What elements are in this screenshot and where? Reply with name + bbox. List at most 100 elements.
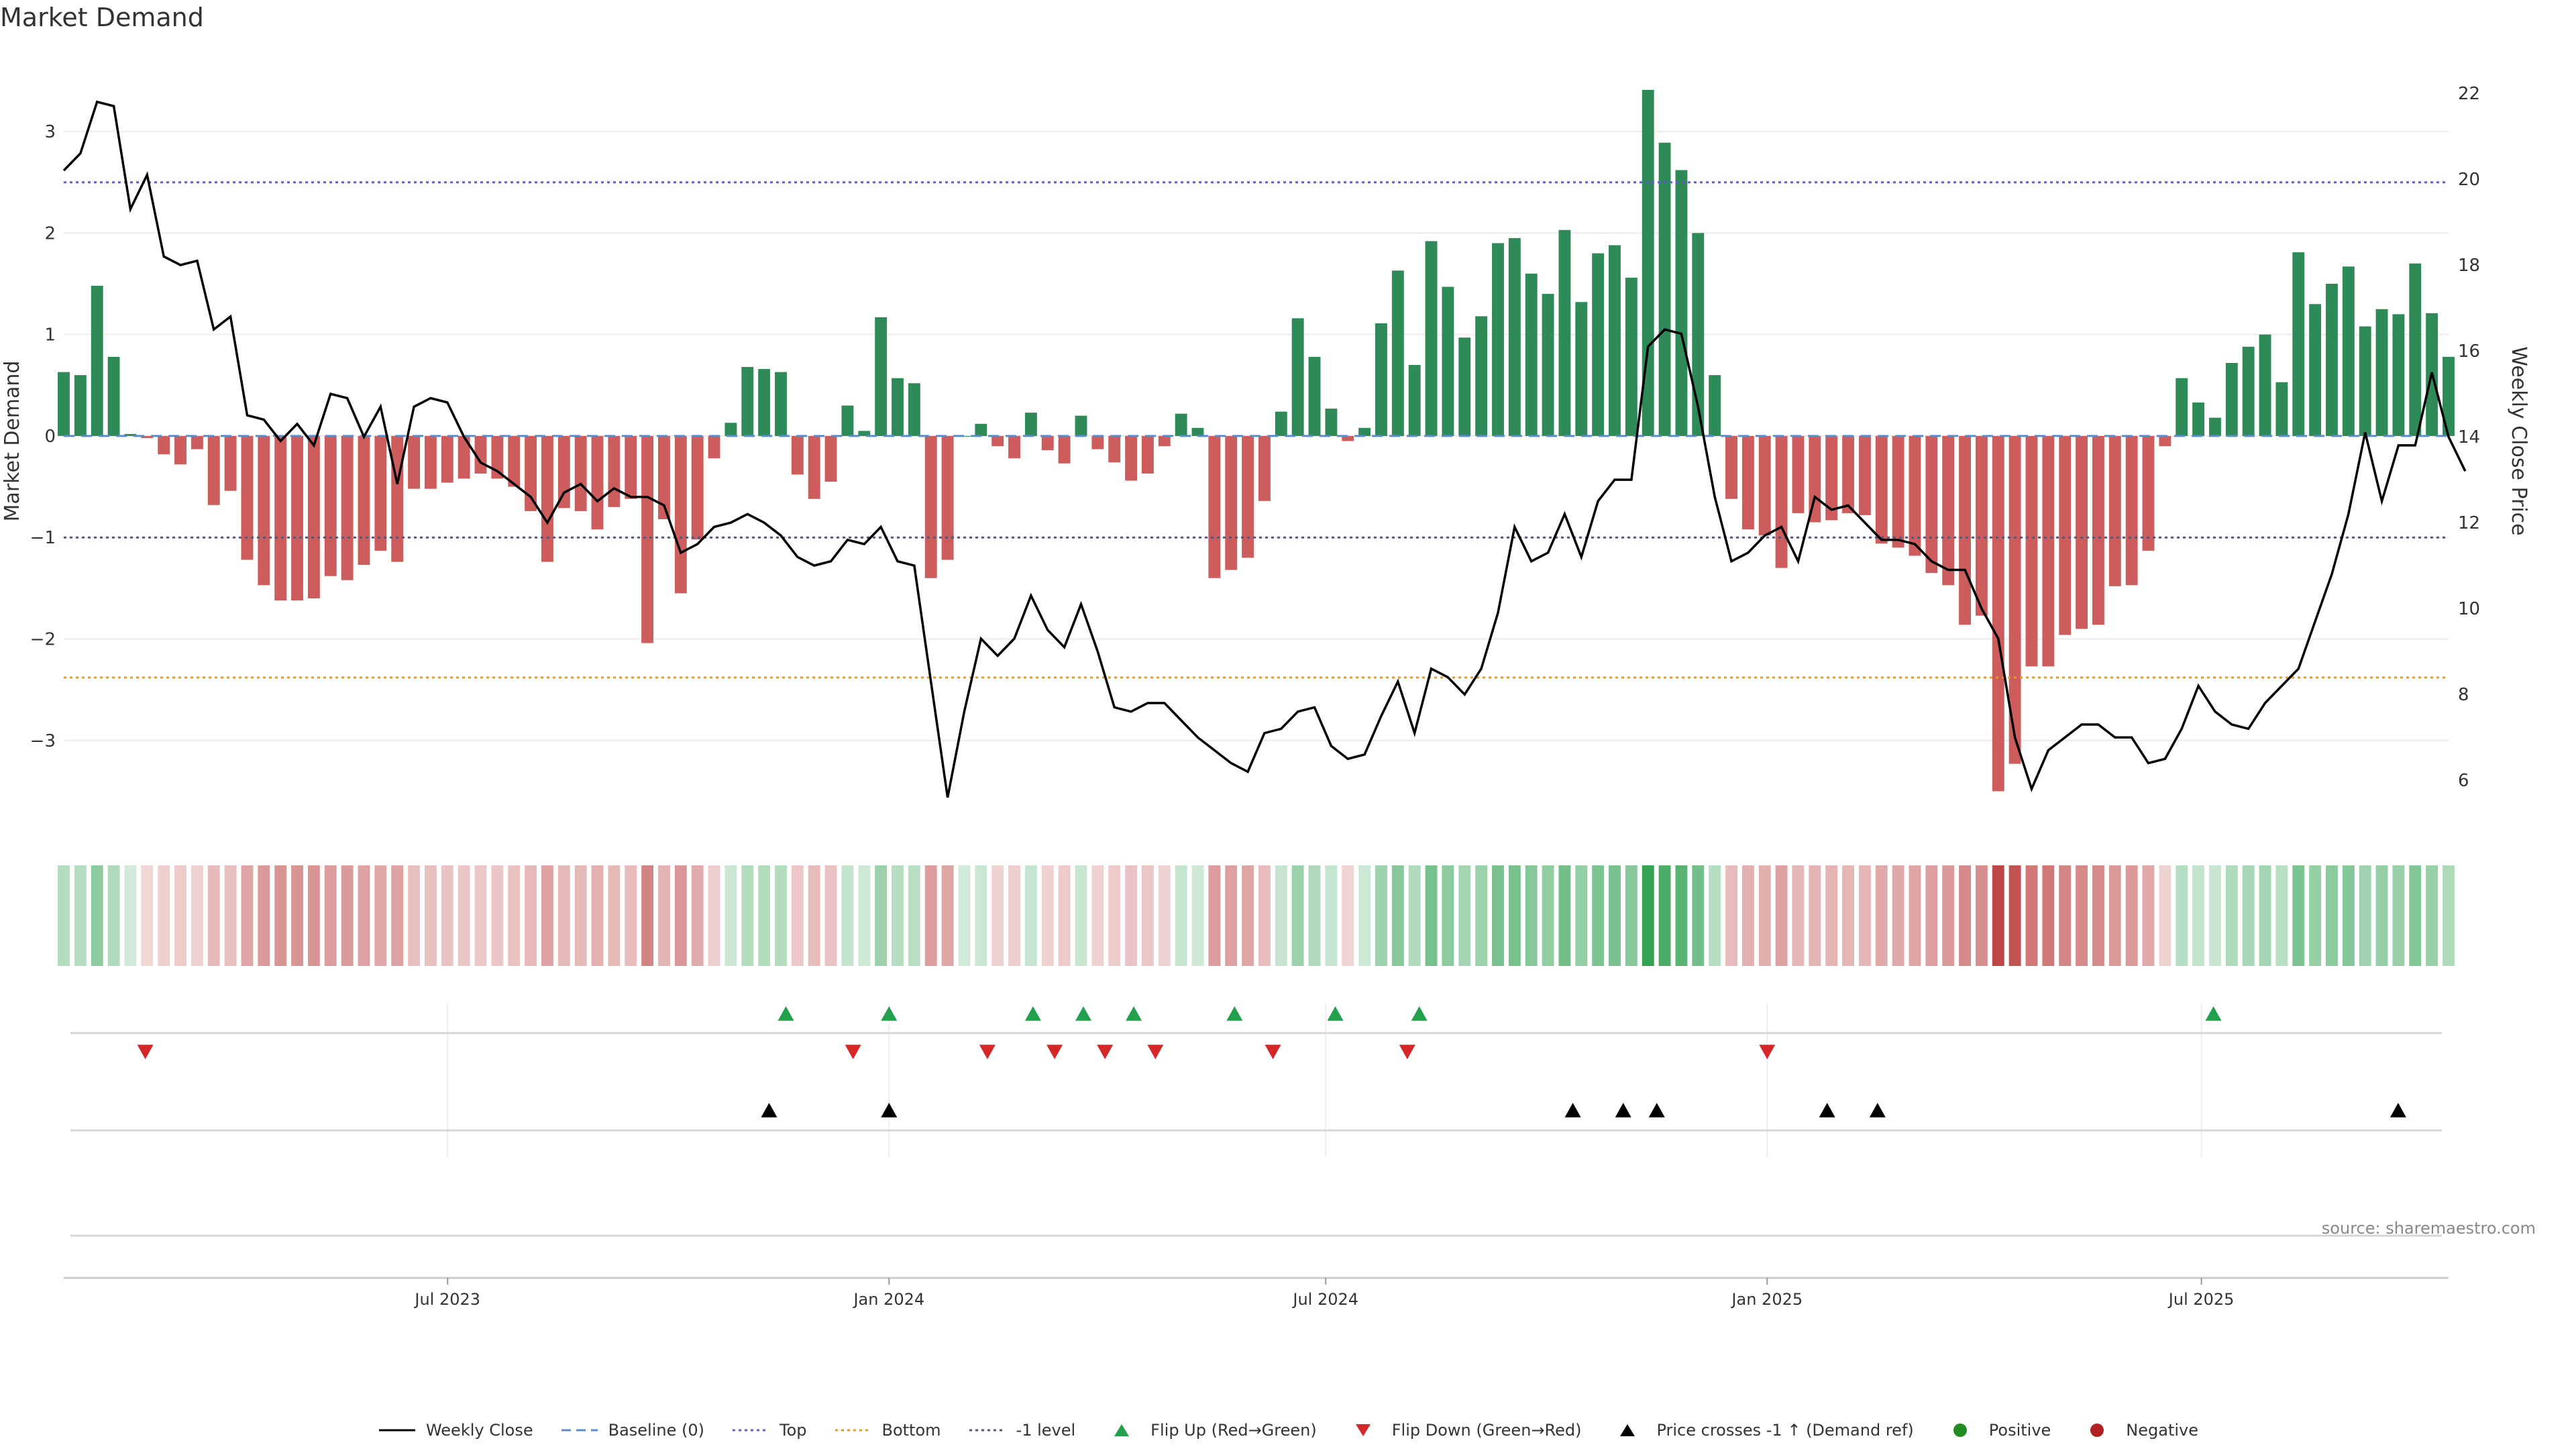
cross-up-marker bbox=[1564, 1103, 1581, 1118]
heat-cell bbox=[1208, 865, 1221, 966]
heat-cell bbox=[1542, 865, 1554, 966]
demand-bar bbox=[608, 435, 621, 507]
heat-cell bbox=[424, 865, 437, 966]
heat-cell bbox=[374, 865, 387, 966]
demand-bar bbox=[2392, 314, 2405, 436]
heat-cell bbox=[1575, 865, 1588, 966]
demand-bar bbox=[441, 435, 453, 483]
cross-up-marker bbox=[761, 1103, 777, 1118]
heat-cell bbox=[2108, 865, 2121, 966]
heat-cell bbox=[458, 865, 470, 966]
demand-bar bbox=[141, 435, 154, 438]
demand-bar bbox=[91, 286, 103, 436]
y-right-axis-label: Weekly Close Price bbox=[2507, 346, 2530, 535]
heat-cell bbox=[1242, 865, 1254, 966]
flip-up-marker bbox=[881, 1006, 898, 1021]
x-tick-label: Jul 2025 bbox=[2167, 1290, 2235, 1309]
heat-cell bbox=[1158, 865, 1171, 966]
heat-cell bbox=[525, 865, 537, 966]
heat-cell bbox=[1725, 865, 1737, 966]
flip-up-marker bbox=[2205, 1006, 2222, 1021]
heat-cell bbox=[2176, 865, 2188, 966]
heat-cell bbox=[91, 865, 103, 966]
demand-bar bbox=[1592, 253, 1605, 436]
heat-cell bbox=[1091, 865, 1104, 966]
demand-bar bbox=[307, 435, 320, 599]
demand-bar bbox=[1809, 435, 1821, 523]
demand-bar bbox=[1775, 435, 1788, 568]
demand-bar bbox=[841, 405, 854, 436]
demand-bar bbox=[274, 435, 287, 601]
heat-cell bbox=[2359, 865, 2371, 966]
demand-bar bbox=[674, 435, 687, 594]
y-tick-label: 1 bbox=[44, 325, 56, 345]
demand-bar bbox=[2375, 309, 2388, 436]
heat-cell bbox=[1625, 865, 1638, 966]
heat-cell bbox=[908, 865, 920, 966]
demand-bar bbox=[775, 372, 787, 436]
legend-label: Bottom bbox=[881, 1421, 941, 1440]
heat-cell bbox=[1758, 865, 1771, 966]
demand-bar bbox=[1658, 142, 1671, 436]
heat-cell bbox=[1842, 865, 1854, 966]
heat-cell bbox=[791, 865, 804, 966]
heat-cell bbox=[1191, 865, 1204, 966]
legend-item: Baseline (0) bbox=[560, 1421, 704, 1440]
heat-cell bbox=[358, 865, 370, 966]
demand-bar bbox=[341, 435, 354, 580]
demand-bar bbox=[1008, 435, 1020, 459]
flip-down-marker bbox=[1147, 1044, 1164, 1059]
heat-cell bbox=[2426, 865, 2438, 966]
demand-bar bbox=[2242, 346, 2255, 436]
heat-cell bbox=[1325, 865, 1338, 966]
heat-cell bbox=[1458, 865, 1471, 966]
demand-bar bbox=[858, 431, 871, 436]
demand-bar bbox=[2225, 363, 2238, 436]
heat-cell bbox=[1975, 865, 1988, 966]
demand-bar bbox=[1959, 435, 1972, 625]
heat-cell bbox=[1942, 865, 1955, 966]
demand-bar bbox=[1741, 435, 1754, 530]
demand-bar bbox=[1492, 243, 1504, 436]
y-tick-label: −1 bbox=[30, 528, 56, 548]
heat-cell bbox=[1892, 865, 1904, 966]
flip-up-marker bbox=[1024, 1006, 1041, 1021]
y-right-tick-label: 16 bbox=[2458, 341, 2480, 362]
demand-bar bbox=[1925, 435, 1938, 574]
legend-swatch-icon bbox=[1355, 1424, 1371, 1436]
heat-cell bbox=[1175, 865, 1187, 966]
demand-bar bbox=[625, 435, 637, 499]
heat-cell bbox=[1225, 865, 1238, 966]
demand-bar bbox=[574, 435, 587, 511]
heat-cell bbox=[408, 865, 421, 966]
demand-bar bbox=[1125, 435, 1137, 481]
demand-bar bbox=[1458, 337, 1471, 436]
demand-bar bbox=[2076, 435, 2088, 629]
cross-up-marker bbox=[1819, 1103, 1835, 1118]
demand-bar bbox=[1141, 435, 1154, 474]
heat-cell bbox=[991, 865, 1004, 966]
demand-bar bbox=[1575, 302, 1588, 436]
y-tick-label: 0 bbox=[44, 427, 56, 447]
demand-bar bbox=[1275, 411, 1287, 436]
legend-item: Bottom bbox=[834, 1421, 941, 1440]
cross-up-marker bbox=[1648, 1103, 1665, 1118]
legend-label: Flip Down (Green→Red) bbox=[1391, 1421, 1582, 1440]
heat-cell bbox=[1291, 865, 1304, 966]
heat-cell bbox=[724, 865, 737, 966]
demand-bar bbox=[2443, 356, 2455, 436]
demand-bar bbox=[1475, 316, 1488, 436]
legend-swatch-icon bbox=[1114, 1424, 1130, 1436]
y-tick-label: −3 bbox=[30, 731, 56, 751]
heat-cell bbox=[841, 865, 854, 966]
demand-bar bbox=[691, 435, 704, 540]
heat-cell bbox=[1858, 865, 1871, 966]
demand-bar bbox=[758, 369, 771, 436]
heat-cell bbox=[2209, 865, 2221, 966]
demand-bar bbox=[74, 375, 87, 436]
demand-bar bbox=[207, 435, 220, 505]
heat-cell bbox=[1058, 865, 1071, 966]
heat-cell bbox=[441, 865, 453, 966]
demand-bar bbox=[1342, 435, 1354, 441]
heat-cell bbox=[1925, 865, 1938, 966]
